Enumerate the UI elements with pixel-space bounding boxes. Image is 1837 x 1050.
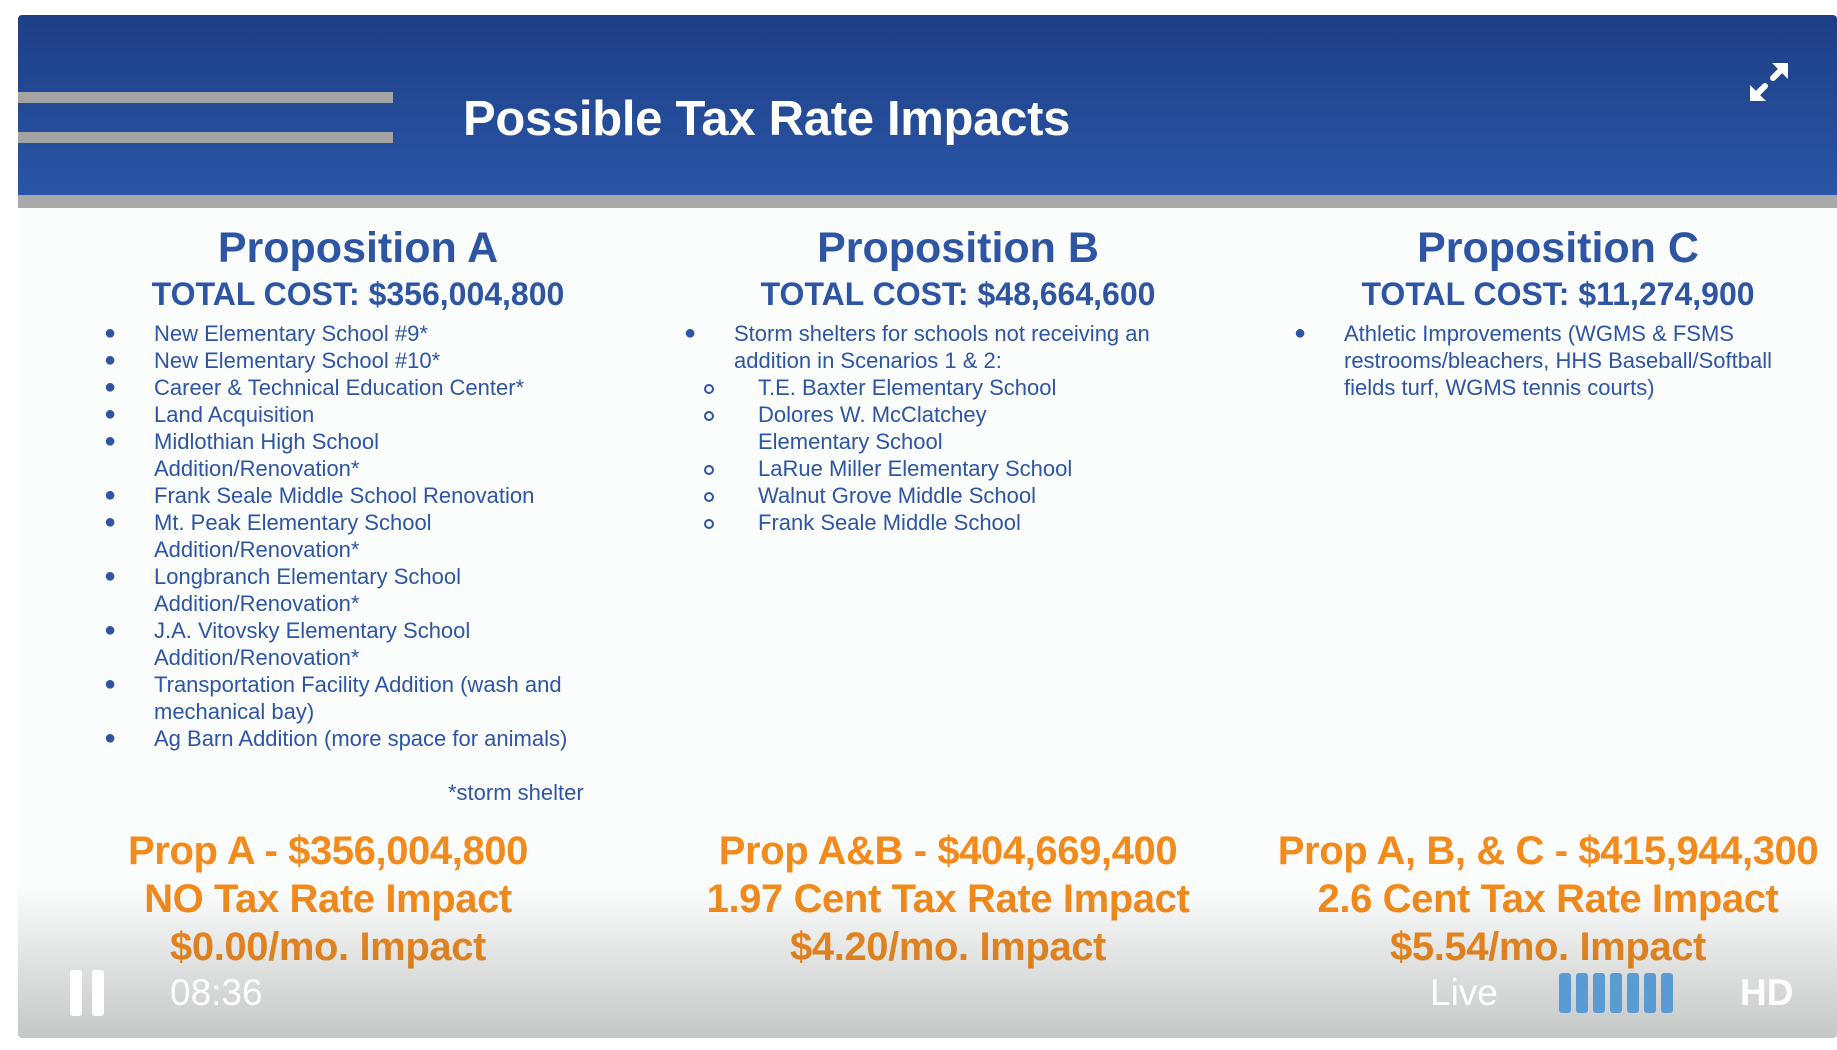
proposition-items: ● Storm shelters for schools not receivin… bbox=[668, 320, 1248, 536]
sub-list-item: LaRue Miller Elementary School bbox=[668, 455, 1188, 482]
list-item: ● Midlothian High School Addition/Renovat… bbox=[104, 429, 380, 482]
total-cost: TOTAL COST: $48,664,600 bbox=[760, 276, 1156, 313]
proposition-b-column: Proposition B TOTAL COST: $48,664,600 ● S… bbox=[668, 224, 1248, 536]
circle-bullet-icon bbox=[704, 519, 714, 530]
proposition-c-column: Proposition C TOTAL COST: $11,274,900 ● A… bbox=[1278, 224, 1837, 401]
signal-bar bbox=[1559, 973, 1571, 1013]
proposition-a-column: Proposition A TOTAL COST: $356,004,800 ●… bbox=[88, 224, 628, 752]
header-rule bbox=[18, 195, 1837, 208]
bullet-icon: ● bbox=[104, 403, 117, 426]
header-decor-bar bbox=[18, 132, 393, 143]
slide-header: Possible Tax Rate Impacts bbox=[18, 15, 1837, 195]
impact-cost: Prop A&B - $404,669,400 bbox=[718, 829, 1178, 873]
list-item: ● New Elementary School #9* bbox=[104, 321, 428, 347]
circle-bullet-icon bbox=[704, 492, 714, 503]
proposition-title: Proposition C bbox=[1417, 224, 1699, 272]
slide-title: Possible Tax Rate Impacts bbox=[463, 92, 1071, 146]
impact-monthly: $4.20/mo. Impact bbox=[790, 925, 1106, 969]
bullet-icon: ● bbox=[1294, 322, 1307, 345]
bullet-icon: ● bbox=[104, 511, 117, 534]
sub-list-item: Walnut Grove Middle School bbox=[668, 482, 1188, 509]
signal-bar bbox=[1644, 973, 1656, 1013]
circle-bullet-icon bbox=[704, 384, 714, 395]
footnote: *storm shelter bbox=[448, 780, 584, 805]
signal-bar bbox=[1610, 973, 1622, 1013]
hd-quality-button[interactable]: HD bbox=[1740, 972, 1794, 1013]
total-cost: TOTAL COST: $356,004,800 bbox=[151, 276, 565, 313]
impact-summary-a: Prop A - $356,004,800 NO Tax Rate Impact… bbox=[48, 827, 608, 971]
bullet-icon: ● bbox=[104, 673, 117, 696]
player-controls: 08:36 Live HD bbox=[18, 948, 1837, 1038]
impact-rate: 1.97 Cent Tax Rate Impact bbox=[706, 877, 1190, 921]
proposition-title: Proposition B bbox=[817, 224, 1099, 272]
list-item: ● J.A. Vitovsky Elementary School Additio… bbox=[104, 618, 471, 671]
impact-summary-ab: Prop A&B - $404,669,400 1.97 Cent Tax Ra… bbox=[648, 827, 1248, 971]
header-decor-bar bbox=[18, 92, 393, 103]
impact-cost: Prop A, B, & C - $415,944,300 bbox=[1277, 829, 1819, 873]
bullet-icon: ● bbox=[104, 565, 117, 588]
list-item: ● Longbranch Elementary School Addition/R… bbox=[104, 564, 461, 617]
list-item: ● New Elementary School #10* bbox=[104, 348, 441, 374]
live-indicator[interactable]: Live bbox=[1430, 972, 1498, 1013]
bullet-icon: ● bbox=[104, 430, 117, 453]
pause-button[interactable] bbox=[68, 970, 108, 1016]
bullet-icon: ● bbox=[104, 484, 117, 507]
proposition-items: ● Athletic Improvements (WGMS & FSMS rest… bbox=[1278, 320, 1837, 401]
signal-bar bbox=[1627, 973, 1639, 1013]
list-item: ● Athletic Improvements (WGMS & FSMS rest… bbox=[1294, 321, 1772, 401]
bullet-icon: ● bbox=[104, 349, 117, 372]
circle-bullet-icon bbox=[704, 411, 714, 422]
proposition-title: Proposition A bbox=[217, 224, 499, 272]
impact-rate: NO Tax Rate Impact bbox=[144, 877, 512, 921]
list-item: ● Land Acquisition bbox=[104, 402, 315, 428]
sub-list: T.E. Baxter Elementary School Dolores W.… bbox=[668, 374, 1188, 536]
bullet-icon: ● bbox=[684, 322, 697, 345]
signal-bar bbox=[1593, 973, 1605, 1013]
total-cost: TOTAL COST: $11,274,900 bbox=[1361, 276, 1755, 313]
impact-cost: Prop A - $356,004,800 bbox=[128, 829, 528, 873]
sub-list-item: Dolores W. McClatchey Elementary School bbox=[668, 401, 1188, 455]
bullet-icon: ● bbox=[104, 619, 117, 642]
impact-summary-abc: Prop A, B, & C - $415,944,300 2.6 Cent T… bbox=[1258, 827, 1837, 971]
expand-icon bbox=[1750, 63, 1788, 101]
impact-monthly: $0.00/mo. Impact bbox=[170, 925, 486, 969]
circle-bullet-icon bbox=[704, 465, 714, 476]
expand-button[interactable] bbox=[1746, 59, 1792, 105]
list-item: ● Mt. Peak Elementary School Addition/Ren… bbox=[104, 510, 432, 563]
impact-monthly: $5.54/mo. Impact bbox=[1390, 925, 1706, 969]
bullet-icon: ● bbox=[104, 727, 117, 750]
sub-list-item: Frank Seale Middle School bbox=[668, 509, 1188, 536]
bullet-icon: ● bbox=[104, 376, 117, 399]
list-item: ● Frank Seale Middle School Renovation bbox=[104, 483, 535, 509]
proposition-items: ● New Elementary School #9* ● New Elementa… bbox=[88, 320, 628, 752]
impact-rate: 2.6 Cent Tax Rate Impact bbox=[1317, 877, 1779, 921]
list-item: ● Career & Technical Education Center* bbox=[104, 375, 525, 401]
list-item: ● Transportation Facility Addition (wash … bbox=[104, 672, 562, 725]
playback-time: 08:36 bbox=[170, 972, 263, 1013]
signal-bar bbox=[1576, 973, 1588, 1013]
signal-bar bbox=[1661, 973, 1673, 1013]
signal-bars[interactable] bbox=[1559, 973, 1678, 1013]
list-item: ● Storm shelters for schools not receivin… bbox=[668, 320, 1248, 536]
bullet-icon: ● bbox=[104, 322, 117, 345]
video-player[interactable]: Possible Tax Rate Impacts Proposition A … bbox=[18, 15, 1837, 1038]
sub-list-item: T.E. Baxter Elementary School bbox=[668, 374, 1188, 401]
list-item: ● Ag Barn Addition (more space for animal… bbox=[104, 726, 568, 752]
